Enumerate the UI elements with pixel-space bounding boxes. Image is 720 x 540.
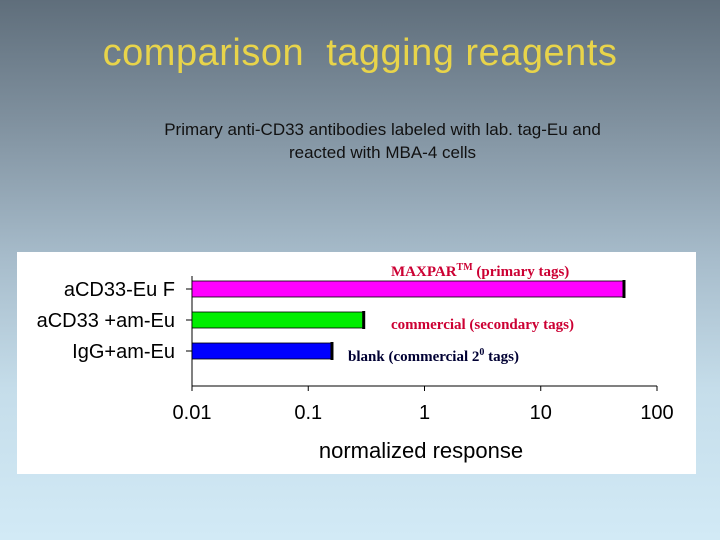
x-tick-label: 1 (419, 402, 430, 424)
bar (191, 280, 625, 298)
x-tick-label: 100 (640, 402, 673, 424)
bar (191, 342, 333, 360)
slide-title: comparison tagging reagents (102, 32, 618, 74)
chart-svg: 0.01 0.1 1 10 100 aCD33-Eu F aCD33 +am-Eu IgG+a… (37, 262, 674, 463)
slide-subtitle: Primary anti-CD33 antibodies labeled wit… (60, 118, 705, 164)
x-tick-label: 10 (530, 402, 552, 424)
chart-panel: 0.01 0.1 1 10 100 aCD33-Eu F aCD33 +am-Eu IgG+a… (17, 252, 696, 474)
bar-annotation: commercial (secondary tags) (391, 317, 574, 333)
category-label: IgG+am-Eu (72, 341, 175, 363)
x-tick-label: 0.01 (173, 402, 212, 424)
bar-annotation: MAXPARTM (primary tags) (391, 262, 569, 280)
bar-annotation: blank (commercial 20 tags) (348, 347, 519, 365)
category-label: aCD33-Eu F (64, 279, 175, 301)
subtitle-line-2: reacted with MBA-4 cells (288, 143, 477, 162)
x-axis-title: normalized response (319, 438, 523, 463)
bar (191, 311, 365, 329)
category-label: aCD33 +am-Eu (37, 310, 175, 332)
x-tick-label: 0.1 (294, 402, 322, 424)
subtitle-line-1: Primary anti-CD33 antibodies labeled wit… (164, 120, 601, 139)
